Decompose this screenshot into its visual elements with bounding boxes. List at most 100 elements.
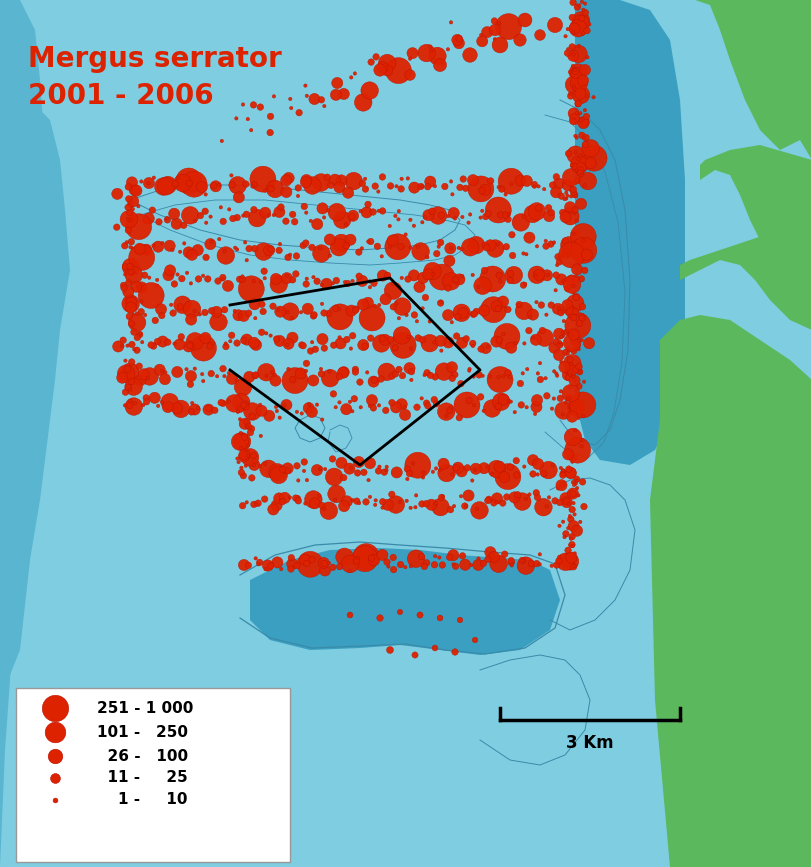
Point: [321, 307, 334, 321]
Point: [142, 176, 155, 190]
Point: [560, 46, 573, 60]
Point: [551, 177, 564, 191]
Point: [299, 236, 312, 250]
Point: [483, 174, 496, 188]
Point: [401, 330, 414, 344]
Point: [305, 405, 318, 419]
Point: [570, 524, 583, 538]
Point: [280, 398, 293, 412]
Point: [151, 335, 164, 349]
Point: [573, 88, 586, 101]
Point: [504, 228, 517, 242]
Point: [289, 267, 302, 281]
Point: [577, 116, 590, 130]
Point: [405, 365, 418, 379]
Point: [415, 302, 428, 316]
Point: [176, 176, 189, 190]
Point: [422, 208, 435, 222]
Point: [570, 481, 583, 495]
Point: [425, 205, 438, 218]
Point: [240, 333, 253, 347]
Point: [307, 374, 320, 388]
Point: [462, 362, 475, 376]
Point: [110, 220, 123, 234]
Point: [424, 498, 437, 512]
Point: [498, 547, 511, 561]
Point: [547, 236, 560, 250]
Point: [414, 391, 427, 405]
Point: [532, 268, 545, 282]
Point: [580, 50, 593, 64]
Point: [317, 306, 330, 320]
Point: [559, 527, 572, 541]
Point: [329, 274, 342, 288]
Point: [298, 455, 311, 469]
Point: [345, 274, 358, 288]
Point: [409, 500, 422, 514]
Point: [212, 315, 225, 329]
Point: [214, 200, 227, 214]
Point: [268, 182, 281, 196]
Point: [152, 399, 165, 413]
Point: [444, 174, 457, 188]
Point: [368, 179, 381, 193]
Point: [135, 305, 148, 319]
Point: [402, 466, 415, 480]
Point: [380, 463, 393, 477]
Point: [281, 171, 294, 185]
Point: [219, 336, 232, 350]
Point: [352, 455, 365, 469]
Point: [581, 174, 594, 188]
Point: [305, 336, 318, 349]
Point: [429, 497, 442, 511]
Point: [481, 552, 494, 566]
Point: [182, 174, 195, 188]
Point: [516, 367, 529, 381]
Point: [475, 279, 488, 293]
Point: [317, 342, 330, 355]
Point: [383, 219, 396, 233]
Point: [130, 280, 143, 294]
Point: [126, 264, 139, 277]
Point: [496, 295, 509, 309]
Point: [136, 398, 149, 412]
Point: [490, 492, 503, 505]
Point: [318, 462, 331, 476]
Point: [568, 22, 581, 36]
Point: [367, 205, 380, 219]
Point: [390, 466, 403, 479]
Point: [539, 239, 551, 253]
Point: [566, 519, 579, 533]
Point: [552, 518, 565, 532]
Point: [474, 211, 487, 225]
Point: [242, 306, 255, 320]
Point: [184, 369, 197, 383]
Point: [356, 338, 369, 352]
Point: [298, 79, 311, 93]
Point: [554, 461, 567, 475]
Point: [188, 304, 201, 318]
Point: [453, 411, 466, 425]
Point: [401, 462, 414, 476]
Point: [566, 285, 579, 299]
Point: [259, 205, 272, 219]
Point: [441, 42, 454, 56]
Point: [375, 269, 388, 283]
Point: [215, 134, 228, 148]
Point: [355, 274, 368, 288]
Point: [182, 245, 195, 259]
Point: [569, 66, 581, 80]
Point: [407, 269, 420, 283]
Point: [499, 208, 512, 222]
Point: [551, 327, 564, 341]
Point: [565, 410, 578, 424]
Point: [530, 491, 543, 505]
Point: [365, 394, 378, 407]
Point: [437, 365, 450, 379]
Point: [408, 648, 421, 662]
Point: [520, 174, 533, 188]
Point: [271, 556, 284, 570]
Point: [576, 433, 589, 447]
Point: [504, 558, 517, 572]
Point: [566, 496, 579, 510]
